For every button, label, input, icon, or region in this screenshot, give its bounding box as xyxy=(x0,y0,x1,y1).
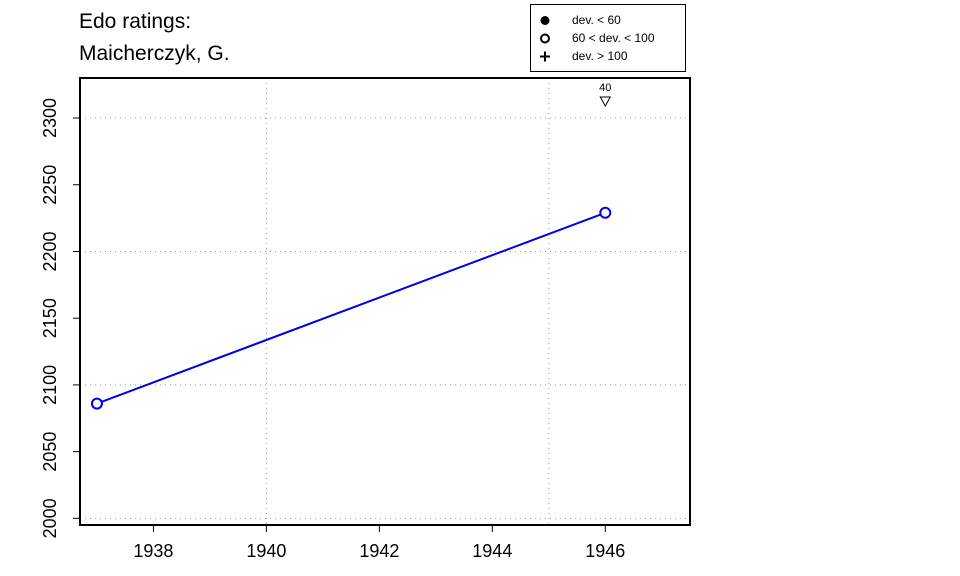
legend-entry-dev-below-60: dev. < 60 xyxy=(531,12,685,29)
legend-label: 60 < dev. < 100 xyxy=(572,31,655,45)
x-tick-label: 1942 xyxy=(359,541,399,561)
annotation-label: 40 xyxy=(599,82,611,94)
y-tick-label: 2250 xyxy=(40,165,60,205)
legend-entry-dev-above-100: dev. > 100 xyxy=(531,48,685,65)
down-triangle-icon xyxy=(599,96,612,108)
x-tick-label: 1944 xyxy=(472,541,512,561)
y-tick-label: 2300 xyxy=(40,98,60,138)
x-tick-label: 1940 xyxy=(246,541,286,561)
y-tick-label: 2100 xyxy=(40,365,60,405)
y-tick-label: 2150 xyxy=(40,298,60,338)
plot-frame xyxy=(79,77,691,526)
x-tick-label: 1938 xyxy=(133,541,173,561)
legend: dev. < 60 60 < dev. < 100 dev. > 100 xyxy=(530,4,686,72)
filled-circle-icon xyxy=(540,16,550,25)
legend-entry-dev-60-100: 60 < dev. < 100 xyxy=(531,30,685,47)
open-circle-icon xyxy=(540,33,550,44)
legend-label: dev. < 60 xyxy=(572,13,621,27)
plus-icon xyxy=(540,51,550,62)
chart-title-line-1: Edo ratings: xyxy=(79,10,192,33)
data-point xyxy=(599,206,612,219)
x-tick-label: 1946 xyxy=(585,541,625,561)
y-tick-label: 2050 xyxy=(40,432,60,472)
data-point xyxy=(90,397,103,410)
series-line xyxy=(96,211,606,405)
chart-title-line-2: Maicherczyk, G. xyxy=(79,42,230,65)
y-tick-label: 2000 xyxy=(40,498,60,538)
y-tick-label: 2200 xyxy=(40,231,60,271)
legend-label: dev. > 100 xyxy=(572,49,628,63)
